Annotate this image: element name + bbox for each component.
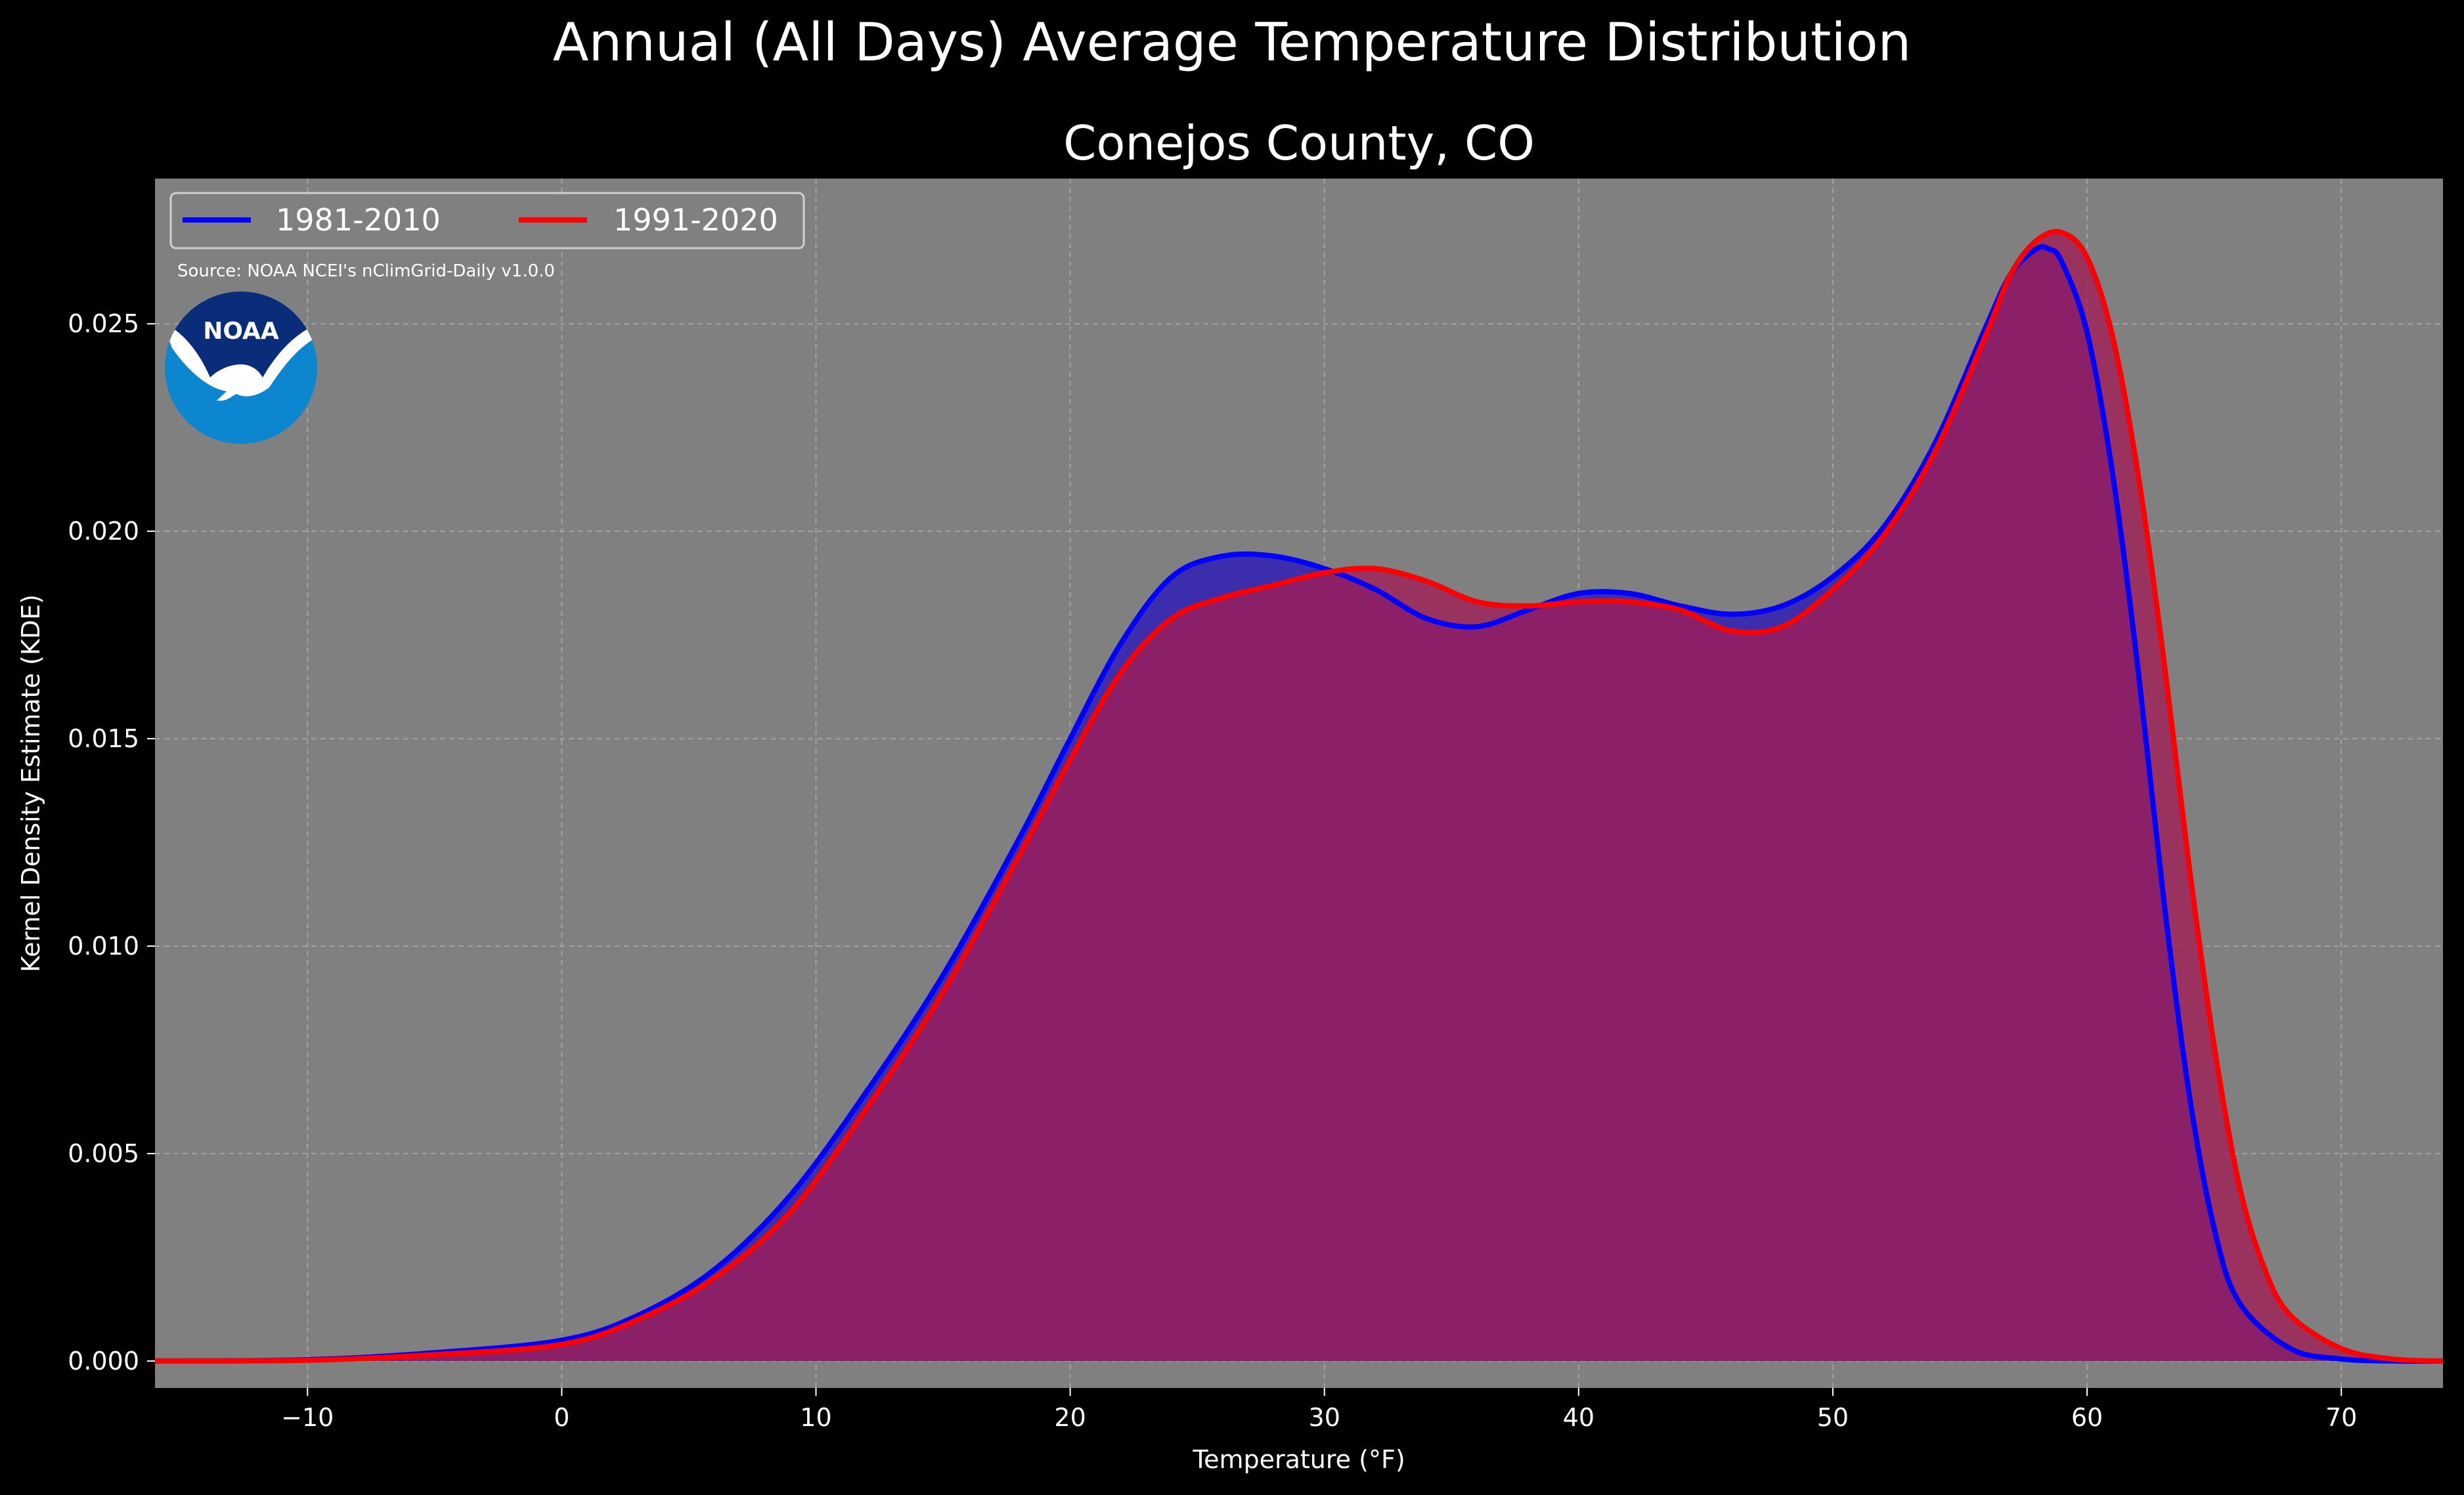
x-tick-label: 20 [1054, 1403, 1086, 1432]
x-tick-label: 60 [2071, 1403, 2103, 1432]
x-tick-label: 0 [554, 1403, 569, 1432]
source-note: Source: NOAA NCEI's nClimGrid-Daily v1.0… [177, 261, 555, 281]
noaa-logo-text: NOAA [203, 318, 279, 345]
noaa-logo-upper [165, 292, 317, 378]
legend-label-1981-2010: 1981-2010 [276, 202, 441, 238]
axis-ticks: −10 0 10 20 30 40 50 60 70 0.000 0.005 0.010 0.015 0.… [68, 309, 2357, 1432]
x-tick-label: 40 [1563, 1403, 1595, 1432]
x-tick-label: 70 [2325, 1403, 2357, 1432]
x-axis-label: Temperature (°F) [1192, 1445, 1405, 1474]
y-tick-label: 0.000 [68, 1347, 139, 1376]
y-tick-label: 0.020 [68, 517, 139, 546]
legend-frame [169, 192, 805, 249]
y-tick-label: 0.015 [68, 724, 139, 753]
legend: 1981-2010 1991-2020 [169, 192, 805, 249]
noaa-logo: NOAA [165, 292, 317, 444]
noaa-logo-gull [165, 323, 317, 401]
x-tick-label: 10 [800, 1403, 831, 1432]
legend-label-1991-2020: 1991-2020 [613, 202, 778, 238]
chart-title: Conejos County, CO [1063, 116, 1535, 171]
y-tick-label: 0.010 [68, 932, 139, 961]
y-tick-label: 0.005 [68, 1139, 139, 1168]
series-lines [154, 228, 2444, 1364]
x-tick-label: 50 [1817, 1403, 1849, 1432]
figure-suptitle: Annual (All Days) Average Temperature Di… [553, 12, 1911, 73]
series-area-1991-2020 [155, 231, 2443, 1361]
series-fills [155, 231, 2443, 1362]
series-line-1991-2020 [154, 228, 2444, 1364]
y-tick-label: 0.025 [68, 309, 139, 338]
y-axis-label: Kernel Density Estimate (KDE) [16, 594, 45, 972]
x-tick-label: −10 [281, 1403, 334, 1432]
x-tick-label: 30 [1309, 1403, 1340, 1432]
series-line-1981-2010 [154, 244, 2444, 1364]
